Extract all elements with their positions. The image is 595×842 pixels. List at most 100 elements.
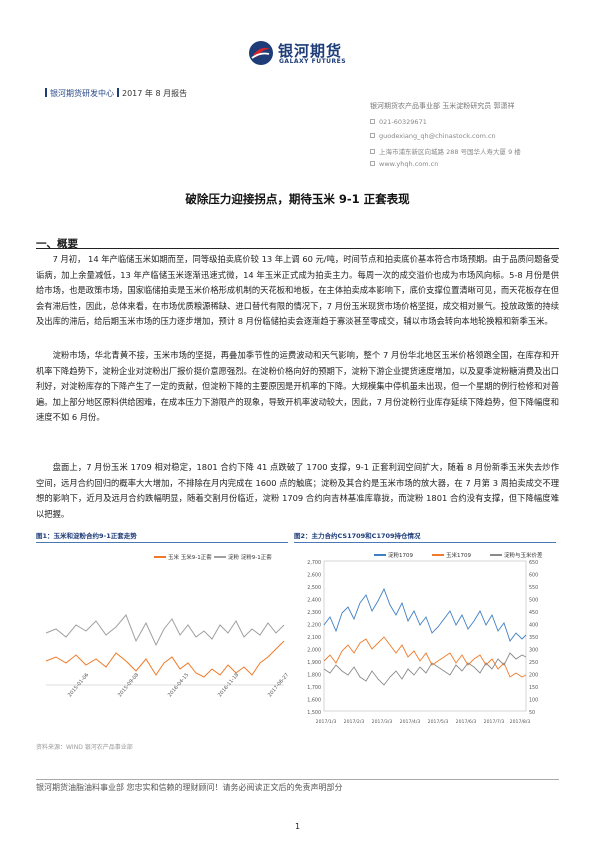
footer-rule (36, 779, 559, 780)
report-title: 破除压力迎接拐点，期待玉米 9-1 正套表现 (185, 192, 410, 206)
fig1-legend-1-swatch (154, 556, 166, 558)
fig1-legend-2-label: 淀粉 淀粉9-1正套 (228, 555, 272, 561)
figure-2-rule (294, 542, 556, 543)
fig2-yl-1: 2,700 (307, 560, 321, 566)
fig2-xtick-3: 2017/3/3 (372, 719, 393, 725)
fig2-yl-7: 2,100 (307, 635, 321, 641)
fig2-yr-10: 200 (529, 673, 538, 679)
header-accent-bar (45, 88, 47, 97)
fig2-yl-13: 1,500 (307, 710, 321, 716)
fig2-y-right: 650 600 550 500 450 400 350 300 250 200 … (529, 560, 538, 716)
email-text[interactable]: guodexiang_qh@chinastock.com.cn (379, 132, 496, 140)
fig2-yl-12: 1,600 (307, 698, 321, 704)
contact-email[interactable]: guodexiang_qh@chinastock.com.cn (370, 132, 496, 140)
section-rule (36, 248, 559, 249)
header-date: 2017 年 8 月报告 (122, 89, 188, 98)
paragraph-2: 淀粉市场，华北青黄不接，玉米市场的坚挺，再叠加季节性的运费波动和天气影响，整个 … (36, 350, 559, 423)
fig2-plot: 2,700 2,600 2,500 2,400 2,300 2,200 2,10… (307, 560, 538, 725)
fig2-xtick-7: 2017/7/3 (484, 719, 505, 725)
fig2-xticks: 2017/1/3 2017/2/3 2017/3/3 2017/4/3 2017… (316, 719, 531, 725)
logo-text-en: GALAXY FUTURES (279, 58, 347, 65)
phone-icon (370, 119, 375, 124)
fig1-plot: 2015-01-06 2015-09-08 2016-04-15 2016-11… (45, 614, 288, 698)
fig2-yr-5: 450 (529, 610, 538, 616)
figure-2-chart: 淀粉1709 玉米1709 淀粉与玉米价差 2,700 2,600 2,500 … (294, 545, 556, 733)
contact-phone: 021-60329671 (370, 118, 427, 126)
contact-web[interactable]: www.yhqh.com.cn (370, 160, 438, 168)
fig1-legend-2-swatch (214, 556, 226, 558)
fig2-yr-4: 500 (529, 598, 538, 604)
fig2-legend-2-swatch (432, 554, 444, 556)
fig2-yr-3: 550 (529, 585, 538, 591)
fig2-yl-9: 1,900 (307, 660, 321, 666)
fig2-legend-1: 淀粉1709 (374, 551, 413, 559)
fig2-yl-6: 2,200 (307, 623, 321, 629)
fig2-legend-2: 玉米1709 (432, 551, 471, 559)
figure-2-caption: 图2：主力合约CS1709和C1709持仓情况 (294, 532, 421, 540)
analyst-line: 银河期货农产品事业部 玉米淀粉研究员 郭潇祥 (370, 102, 515, 110)
fig2-yl-10: 1,800 (307, 673, 321, 679)
logo-text-cn: 银河期货 (278, 42, 343, 60)
company-logo: 银河期货 GALAXY FUTURES (248, 38, 358, 68)
header-dept: 银河期货研发中心 (50, 89, 114, 98)
fig2-series-starch (323, 587, 527, 642)
fig2-xtick-1: 2017/1/3 (316, 719, 337, 725)
fig2-series-corn (323, 636, 527, 678)
phone-text: 021-60329671 (379, 118, 427, 126)
fig2-yr-9: 250 (529, 660, 538, 666)
figure-2: 图2：主力合约CS1709和C1709持仓情况 淀粉1709 玉米1709 淀粉… (294, 531, 556, 733)
fig2-xtick-8: 2017/8/3 (510, 719, 531, 725)
fig2-legend-2-label: 玉米1709 (446, 553, 471, 559)
address-text: 上海市浦东新区向城路 288 号国华人寿大厦 9 楼 (379, 148, 521, 156)
fig2-xtick-2: 2017/2/3 (344, 719, 365, 725)
header-divider (117, 88, 119, 97)
paragraph-1: 7 月初， 14 年产临储玉米如期而至，同等级拍卖底价较 13 年上调 60 元… (36, 254, 559, 327)
fig2-yr-2: 600 (529, 573, 538, 579)
fig2-yl-2: 2,600 (307, 573, 321, 579)
email-icon (370, 133, 375, 138)
figure-1-chart: 玉米 玉米9-1正套 淀粉 淀粉9-1正套 2015-01-06 2015-09… (36, 545, 288, 733)
paragraph-3: 盘面上，7 月份玉米 1709 相对稳定，1801 合约下降 41 点跌破了 1… (36, 462, 559, 519)
fig2-legend-1-label: 淀粉1709 (388, 553, 413, 559)
fig2-xtick-5: 2017/5/3 (428, 719, 449, 725)
fig2-yr-11: 150 (529, 685, 538, 691)
web-icon (370, 161, 375, 166)
location-icon (370, 149, 375, 154)
page-number: 1 (294, 822, 301, 831)
fig2-yr-12: 100 (529, 698, 538, 704)
fig1-legend-2: 淀粉 淀粉9-1正套 (214, 553, 272, 561)
web-text[interactable]: www.yhqh.com.cn (379, 160, 439, 168)
section-heading: 一、概要 (36, 238, 78, 250)
galaxy-logo-icon (249, 41, 273, 65)
fig2-yr-1: 650 (529, 560, 538, 566)
fig2-yl-3: 2,500 (307, 585, 321, 591)
fig2-legend-1-swatch (374, 554, 386, 556)
fig2-xtick-6: 2017/6/3 (456, 719, 477, 725)
footer-text: 银河期货油脂油料事业部 您忠实和信赖的理财顾问！请务必阅读正文后的免责声明部分 (36, 783, 343, 792)
fig1-series-starch (45, 614, 285, 647)
fig2-yr-13: 50 (529, 710, 535, 716)
fig2-series-spread (323, 652, 527, 686)
figure-1-caption: 图1：玉米和淀粉合约9-1正套走势 (36, 532, 137, 540)
fig2-yr-8: 300 (529, 648, 538, 654)
report-header: 银河期货研发中心 2017 年 8 月报告 (42, 88, 187, 99)
fig2-yl-11: 1,700 (307, 685, 321, 691)
fig1-legend-1-label: 玉米 玉米9-1正套 (168, 555, 212, 561)
fig2-frame (323, 560, 527, 712)
fig2-legend-3-label: 淀粉与玉米价差 (504, 553, 543, 559)
figure-1-rule (36, 542, 288, 543)
fig2-yl-8: 2,000 (307, 648, 321, 654)
fig2-yr-7: 350 (529, 635, 538, 641)
fig1-legend-1: 玉米 玉米9-1正套 (154, 553, 212, 561)
fig2-legend-3: 淀粉与玉米价差 (490, 551, 543, 559)
data-source: 资料来源：WIND 银河农产品事业部 (36, 744, 133, 751)
contact-address: 上海市浦东新区向城路 288 号国华人寿大厦 9 楼 (370, 146, 521, 156)
fig2-yr-6: 400 (529, 623, 538, 629)
fig2-xtick-4: 2017/4/3 (400, 719, 421, 725)
fig2-y-left: 2,700 2,600 2,500 2,400 2,300 2,200 2,10… (307, 560, 321, 716)
fig2-yl-4: 2,400 (307, 598, 321, 604)
fig2-yl-5: 2,300 (307, 610, 321, 616)
fig1-series-corn (45, 640, 285, 678)
figure-1: 图1：玉米和淀粉合约9-1正套走势 玉米 玉米9-1正套 淀粉 淀粉9-1正套 … (36, 531, 288, 733)
fig2-legend-3-swatch (490, 554, 502, 556)
